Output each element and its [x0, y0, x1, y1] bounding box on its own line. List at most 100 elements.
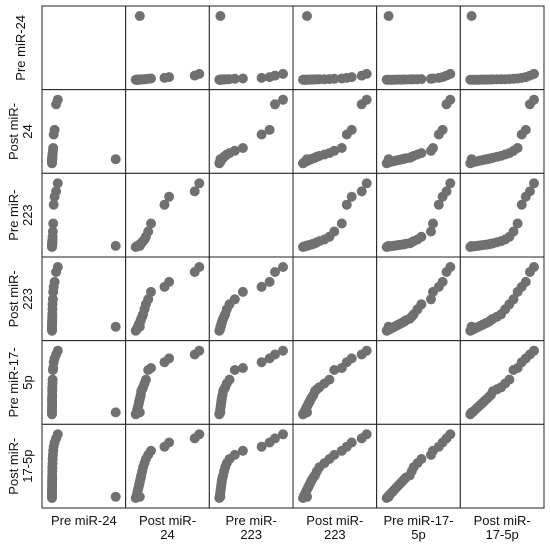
data-point: [229, 365, 240, 375]
data-point: [146, 363, 156, 373]
data-point: [270, 349, 280, 360]
data-point: [529, 68, 539, 79]
data-point: [237, 143, 248, 153]
data-point: [346, 72, 357, 83]
data-point: [215, 11, 226, 21]
column-label-post-mir-17-5p: Post miR-17-5p: [474, 513, 531, 542]
data-point: [336, 143, 347, 153]
data-point: [302, 154, 312, 165]
data-point: [529, 94, 539, 105]
column-label-post-mir-223: Post miR-223: [306, 513, 363, 542]
data-point: [346, 124, 357, 135]
data-point: [329, 449, 340, 460]
data-point: [47, 226, 58, 237]
data-point: [529, 262, 539, 272]
row-label-post-mir-24: Post miR-24: [6, 103, 35, 160]
data-point: [512, 218, 523, 229]
data-point: [256, 129, 267, 140]
data-point: [529, 345, 539, 356]
data-point: [361, 178, 372, 189]
data-point: [146, 286, 156, 297]
data-point: [466, 407, 477, 418]
panel-post-mir-223-vs-post-mir-223: [292, 256, 378, 342]
panel-post-mir-24-vs-post-mir-24: [125, 89, 210, 174]
data-point: [264, 276, 275, 287]
data-point: [512, 143, 523, 153]
data-point: [278, 94, 288, 105]
data-point: [52, 429, 63, 440]
data-point: [416, 454, 427, 464]
data-point: [143, 226, 154, 237]
data-point: [270, 433, 280, 444]
data-point: [428, 143, 438, 153]
row-label-post-mir-17-5p: Post miR-17-5p: [6, 438, 35, 495]
data-point: [51, 186, 62, 197]
data-point: [324, 374, 335, 385]
data-point: [302, 11, 312, 21]
data-point: [520, 124, 531, 135]
data-point: [516, 199, 527, 210]
data-point: [445, 178, 456, 189]
panel-post-mir-17-5p-vs-post-mir-17-5p: [459, 423, 545, 509]
data-point: [48, 143, 59, 153]
data-point: [215, 321, 226, 332]
data-point: [164, 72, 175, 83]
data-point: [361, 68, 372, 79]
data-point: [302, 240, 312, 251]
data-point: [361, 94, 372, 105]
column-label-post-mir-24: Post miR-24: [139, 513, 196, 542]
data-point: [215, 407, 226, 418]
column-label-pre-mir-24: Pre miR-24: [51, 513, 117, 528]
data-point: [270, 99, 280, 110]
panel-pre-mir-24-vs-pre-mir-24: [41, 5, 127, 91]
data-point: [164, 353, 175, 364]
data-point: [194, 68, 205, 79]
data-point: [49, 124, 60, 135]
data-point: [445, 94, 456, 105]
data-point: [256, 441, 267, 452]
row-label-pre-mir-24: Pre miR-24: [13, 15, 28, 81]
data-point: [164, 276, 175, 287]
data-point: [466, 321, 477, 332]
data-point: [445, 429, 456, 440]
data-point: [52, 178, 63, 189]
data-point: [256, 281, 267, 292]
data-point: [508, 226, 519, 237]
data-point: [426, 226, 436, 237]
data-point: [237, 286, 248, 297]
data-point: [52, 345, 63, 356]
data-point: [194, 262, 205, 272]
panel-pre-mir-17-5p-vs-pre-mir-17-5p: [376, 340, 461, 425]
data-point: [134, 407, 145, 418]
data-point: [52, 262, 63, 272]
points-layer: [47, 11, 539, 503]
data-point: [256, 357, 267, 368]
data-point: [47, 374, 58, 385]
data-point: [341, 199, 352, 210]
data-point: [466, 154, 477, 165]
data-point: [433, 199, 444, 210]
data-point: [329, 365, 340, 375]
data-point: [110, 240, 121, 251]
column-label-pre-mir-17-5p: Pre miR-17-5p: [383, 513, 453, 542]
data-point: [110, 321, 121, 332]
data-point: [229, 73, 240, 84]
data-point: [146, 218, 156, 229]
data-point: [134, 491, 145, 502]
data-point: [346, 437, 357, 448]
data-point: [278, 429, 288, 440]
data-point: [270, 70, 280, 81]
data-point: [329, 145, 340, 156]
data-point: [529, 178, 539, 189]
data-point: [48, 199, 59, 210]
data-point: [329, 226, 340, 237]
data-point: [437, 276, 448, 287]
data-point: [428, 218, 438, 229]
data-point: [189, 186, 200, 197]
data-point: [361, 429, 372, 440]
data-point: [383, 11, 394, 21]
data-point: [140, 374, 151, 385]
data-point: [356, 186, 367, 197]
data-point: [194, 345, 205, 356]
